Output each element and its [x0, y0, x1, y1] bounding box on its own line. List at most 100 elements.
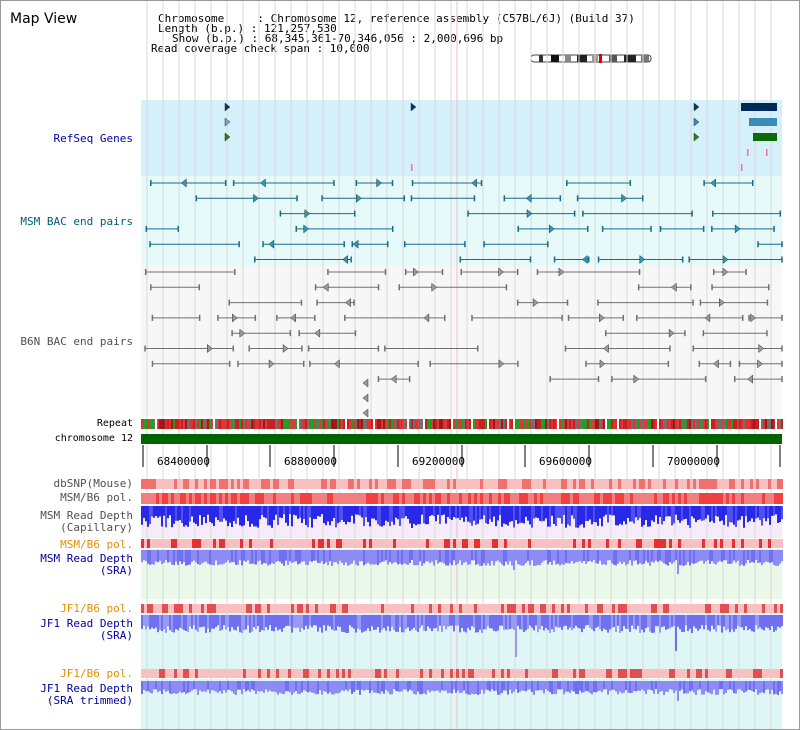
dbsnp-cell — [588, 479, 591, 489]
pol-cell — [585, 493, 588, 504]
depth-bar — [327, 550, 329, 566]
pol-cell — [372, 493, 375, 504]
pol-cell — [507, 539, 510, 548]
pol-cell — [246, 493, 249, 504]
dbsnp-cell — [516, 479, 519, 489]
depth-bar — [337, 615, 339, 627]
depth-bar — [685, 681, 687, 694]
depth-bar — [523, 506, 525, 524]
depth-bar — [367, 550, 369, 563]
dbsnp-cell — [771, 479, 774, 489]
pol-cell — [363, 669, 366, 678]
msm-depth-sra-label[interactable]: MSM Read Depth — [40, 552, 133, 565]
pol-cell — [330, 539, 333, 548]
repeat-segment — [413, 419, 415, 429]
depth-bar — [207, 681, 209, 690]
depth-bar — [713, 681, 715, 690]
pol-cell — [711, 669, 714, 678]
pol-cell — [300, 604, 303, 613]
pol-cell — [240, 604, 243, 613]
depth-bar — [603, 681, 605, 690]
msm-b6-pol-2-label[interactable]: MSM/B6 pol. — [60, 538, 133, 551]
depth-bar — [269, 615, 271, 626]
depth-bar — [609, 681, 611, 691]
depth-bar — [503, 681, 505, 691]
pol-cell — [534, 604, 537, 613]
depth-bar — [233, 550, 235, 563]
depth-bar — [717, 615, 719, 626]
depth-bar — [571, 681, 573, 691]
repeat-segment — [229, 419, 231, 429]
repeat-segment — [233, 419, 235, 429]
depth-bar — [719, 615, 721, 626]
repeat-segment — [217, 419, 219, 429]
depth-bar — [493, 681, 495, 691]
pol-cell — [543, 604, 546, 613]
depth-bar — [183, 550, 185, 563]
b6n-bac-label[interactable]: B6N BAC end pairs — [20, 335, 133, 348]
msm-depth-capillary-label[interactable]: MSM Read Depth — [40, 509, 133, 522]
msm-b6-pol-label[interactable]: MSM/B6 pol. — [60, 491, 133, 504]
depth-bar — [627, 681, 629, 693]
depth-bar — [263, 615, 265, 631]
depth-bar — [189, 615, 191, 627]
depth-bar — [655, 615, 657, 627]
depth-bar — [435, 550, 437, 561]
depth-bar — [565, 615, 567, 626]
depth-bar — [163, 550, 165, 563]
depth-bar — [451, 550, 453, 566]
repeat-segment — [695, 419, 697, 429]
dbsnp-cell — [159, 479, 162, 489]
depth-bar — [605, 681, 607, 690]
pol-cell — [171, 493, 174, 504]
depth-bar — [249, 681, 251, 692]
depth-bar — [291, 506, 293, 527]
repeat-segment — [143, 419, 145, 429]
pol-cell — [186, 539, 189, 548]
depth-bar — [703, 615, 705, 630]
axis-tick-label: 69600000 — [539, 455, 592, 468]
pol-cell — [147, 539, 150, 548]
depth-bar — [173, 681, 175, 694]
jf1-depth-sra-label[interactable]: JF1 Read Depth — [40, 617, 133, 630]
depth-bar — [473, 506, 475, 521]
depth-bar — [187, 615, 189, 632]
depth-bar — [771, 506, 773, 516]
depth-bar — [223, 615, 225, 626]
depth-bar — [423, 615, 425, 631]
pol-cell — [582, 604, 585, 613]
dbsnp-cell — [240, 479, 243, 489]
repeat-segment — [165, 419, 167, 429]
depth-bar — [333, 681, 335, 695]
depth-bar — [475, 550, 477, 565]
depth-bar — [315, 681, 317, 695]
depth-bar — [305, 615, 307, 626]
pol-cell — [180, 493, 183, 504]
depth-bar — [723, 550, 725, 561]
pol-cell — [612, 539, 615, 548]
depth-bar — [253, 550, 255, 565]
pol-cell — [282, 493, 285, 504]
refseq-genes-label[interactable]: RefSeq Genes — [53, 132, 133, 145]
pol-cell — [465, 669, 468, 678]
depth-bar — [323, 550, 325, 565]
depth-bar — [689, 506, 691, 528]
depth-bar — [455, 681, 457, 693]
b6n-bac-track-bg — [141, 266, 782, 416]
jf1-b6-pol-2-label[interactable]: JF1/B6 pol. — [60, 667, 133, 680]
msm-bac-label[interactable]: MSM BAC end pairs — [20, 215, 133, 228]
pol-cell — [456, 604, 459, 613]
pol-cell — [759, 539, 762, 548]
dbsnp-cell — [585, 479, 588, 489]
pol-cell — [183, 539, 186, 548]
jf1-depth-trim-label[interactable]: JF1 Read Depth — [40, 682, 133, 695]
msm-depth-sra-sub: (SRA) — [99, 564, 133, 577]
pol-cell — [633, 493, 636, 504]
jf1-b6-pol-label[interactable]: JF1/B6 pol. — [60, 602, 133, 615]
dbsnp-label[interactable]: dbSNP(Mouse) — [53, 477, 133, 490]
repeat-label: Repeat — [96, 418, 133, 429]
dbsnp-cell — [273, 479, 276, 489]
msm-depth-capillary-sub: (Capillary) — [60, 521, 133, 534]
repeat-segment — [321, 419, 323, 429]
